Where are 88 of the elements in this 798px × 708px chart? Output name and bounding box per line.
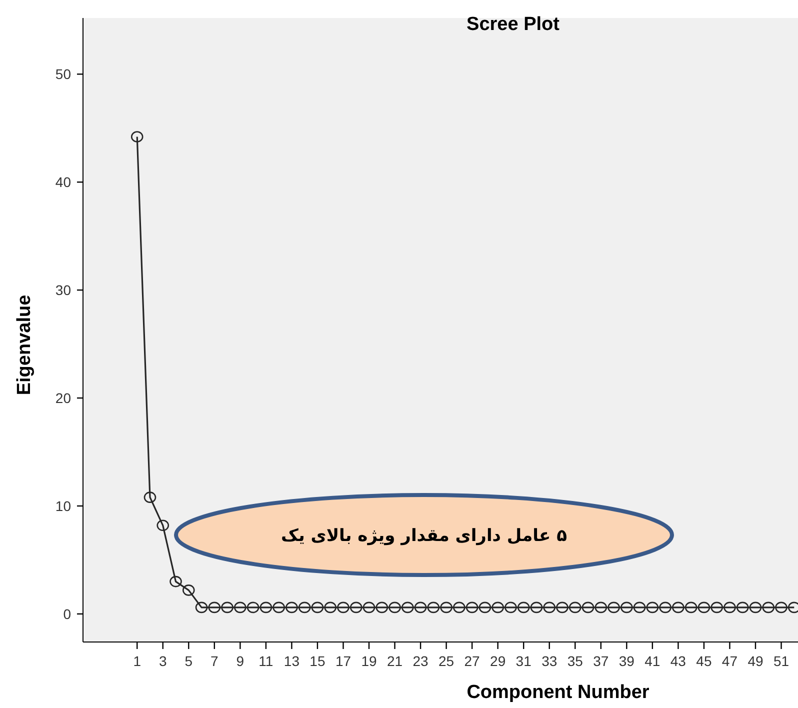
x-tick-label: 45 bbox=[696, 653, 712, 669]
x-tick-label: 19 bbox=[361, 653, 377, 669]
point bbox=[311, 602, 324, 614]
point bbox=[568, 602, 582, 614]
point bbox=[453, 602, 466, 614]
point bbox=[710, 602, 723, 614]
x-tick-label: 39 bbox=[618, 653, 635, 669]
point bbox=[130, 131, 144, 142]
point bbox=[414, 602, 427, 614]
x-tick-label: 25 bbox=[438, 653, 454, 669]
x-tick-label: 47 bbox=[722, 653, 738, 669]
x-tick-label: 35 bbox=[567, 653, 584, 669]
x-tick-label: 17 bbox=[335, 653, 352, 669]
x-tick-label: 43 bbox=[670, 653, 686, 669]
y-tick-label: 30 bbox=[55, 282, 72, 298]
point bbox=[620, 602, 633, 614]
point bbox=[698, 602, 710, 614]
point bbox=[684, 602, 698, 614]
x-tick-label: 13 bbox=[284, 653, 300, 669]
point bbox=[234, 602, 246, 614]
x-tick-label: 23 bbox=[412, 653, 429, 669]
point bbox=[633, 602, 646, 614]
x-tick-label: 11 bbox=[258, 653, 274, 669]
point bbox=[543, 602, 556, 614]
y-axis-title: Eigenvalue bbox=[14, 294, 35, 396]
x-tick-label: 1 bbox=[133, 653, 142, 669]
point bbox=[556, 602, 568, 614]
point bbox=[337, 602, 350, 614]
point bbox=[272, 602, 285, 614]
point bbox=[286, 602, 298, 614]
y-tick-label: 40 bbox=[55, 174, 72, 190]
point bbox=[646, 602, 659, 614]
point bbox=[195, 602, 208, 614]
point bbox=[504, 602, 517, 614]
x-tick-label: 21 bbox=[386, 653, 403, 669]
point bbox=[736, 602, 749, 614]
x-tick-label: 5 bbox=[184, 653, 193, 669]
y-tick-label: 0 bbox=[63, 606, 72, 622]
y-tick-label: 20 bbox=[55, 390, 72, 406]
x-tick-label: 27 bbox=[464, 653, 480, 669]
point bbox=[749, 602, 762, 614]
point bbox=[672, 602, 684, 614]
point bbox=[362, 602, 376, 614]
x-tick-label: 9 bbox=[236, 653, 244, 669]
point bbox=[440, 602, 452, 614]
x-tick-label: 41 bbox=[644, 653, 660, 669]
x-tick-label: 31 bbox=[516, 653, 532, 669]
x-tick-label: 51 bbox=[773, 653, 790, 669]
point bbox=[775, 602, 788, 614]
point bbox=[517, 602, 530, 614]
point bbox=[350, 602, 362, 614]
x-tick-label: 49 bbox=[748, 653, 764, 669]
point bbox=[492, 602, 504, 614]
point bbox=[608, 602, 620, 614]
point bbox=[466, 602, 478, 614]
x-tick-label: 37 bbox=[593, 653, 609, 669]
x-tick-label: 33 bbox=[542, 653, 558, 669]
x-tick-label: 15 bbox=[310, 653, 326, 669]
point bbox=[246, 602, 260, 614]
point bbox=[659, 602, 672, 614]
point bbox=[724, 602, 736, 614]
point bbox=[298, 602, 311, 614]
x-tick-label: 7 bbox=[210, 653, 219, 669]
point bbox=[530, 602, 543, 614]
point bbox=[324, 602, 336, 614]
callout: ۵ عامل دارای مقدار ویژه بالای یک bbox=[174, 493, 674, 577]
y-tick-label: 50 bbox=[55, 66, 72, 82]
point bbox=[582, 602, 594, 614]
point bbox=[427, 602, 440, 614]
x-tick-label: 3 bbox=[158, 653, 167, 669]
point bbox=[762, 602, 775, 614]
x-tick-label: 29 bbox=[490, 653, 506, 669]
point bbox=[208, 602, 221, 614]
point bbox=[221, 602, 234, 614]
point bbox=[388, 602, 401, 614]
point bbox=[376, 602, 388, 614]
annotation: ۵ عامل دارای مقدار ویژه بالای یک bbox=[281, 526, 567, 546]
point bbox=[144, 492, 156, 503]
point bbox=[170, 576, 182, 588]
point bbox=[260, 602, 272, 614]
point bbox=[402, 602, 414, 614]
y-tick-label: 10 bbox=[55, 498, 72, 514]
x-axis-title: Component Number bbox=[466, 682, 650, 703]
point bbox=[156, 520, 170, 532]
point bbox=[478, 602, 492, 614]
point bbox=[594, 602, 608, 614]
point bbox=[182, 584, 195, 596]
chart-title: Scree Plot bbox=[466, 14, 560, 35]
